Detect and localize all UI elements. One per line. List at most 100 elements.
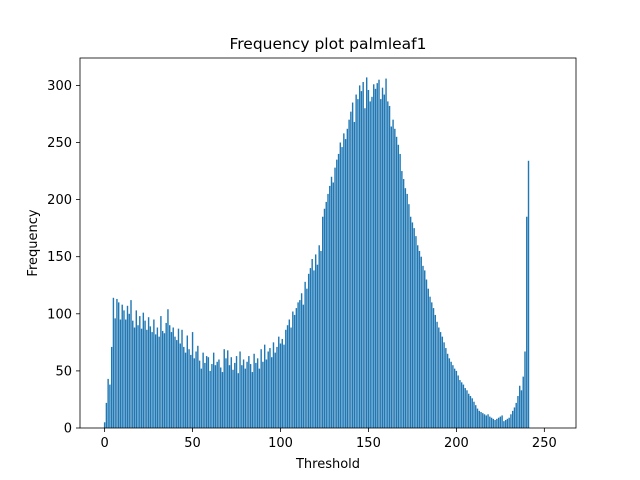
bar: [350, 111, 352, 429]
bar: [367, 89, 370, 428]
bar: [469, 396, 472, 428]
bar: [223, 349, 225, 428]
bar: [527, 160, 530, 428]
bar: [385, 78, 387, 428]
bar: [434, 314, 436, 428]
bar: [188, 349, 190, 428]
bar: [154, 334, 157, 428]
bar: [181, 329, 183, 428]
bar: [441, 336, 444, 428]
bar: [130, 300, 132, 428]
bar: [139, 316, 141, 428]
bar: [468, 393, 470, 428]
bar: [313, 270, 315, 428]
bar: [107, 378, 109, 428]
bar: [475, 405, 477, 428]
bar: [457, 375, 459, 428]
bar: [446, 353, 449, 428]
bar: [256, 358, 259, 428]
bar: [116, 298, 118, 428]
y-tick-label: 250: [47, 136, 72, 151]
bar: [220, 367, 222, 428]
bar: [255, 362, 257, 428]
bar: [302, 304, 305, 428]
bar: [198, 360, 201, 428]
bar: [161, 330, 164, 428]
bar: [318, 245, 320, 428]
bar: [489, 416, 491, 428]
bar: [295, 308, 298, 428]
bar: [392, 119, 394, 429]
bar: [311, 258, 313, 428]
bar: [246, 361, 248, 428]
bar: [336, 159, 338, 428]
bar: [460, 382, 463, 428]
bar: [267, 351, 269, 428]
bar: [112, 297, 115, 428]
x-tick-label: 150: [356, 436, 381, 451]
bar: [147, 317, 150, 428]
bar: [135, 310, 137, 428]
bar: [455, 370, 458, 428]
bar: [179, 343, 181, 428]
bar: [249, 364, 252, 428]
bar: [429, 296, 431, 428]
bar: [244, 368, 247, 428]
bar: [357, 99, 359, 429]
bar: [322, 216, 324, 428]
bar: [258, 368, 261, 428]
plot-frame: [79, 57, 577, 429]
bar: [362, 81, 364, 428]
bar: [105, 402, 108, 428]
bar: [417, 245, 419, 428]
x-tick-label: 200: [444, 436, 469, 451]
bar: [452, 365, 454, 428]
bar: [376, 83, 378, 429]
bar: [415, 236, 417, 428]
bar: [177, 328, 180, 428]
bar: [510, 414, 512, 428]
bar: [142, 312, 145, 428]
bar: [487, 414, 489, 428]
bar: [508, 417, 510, 428]
bar: [432, 308, 435, 428]
bar: [343, 133, 345, 428]
bar: [140, 328, 143, 428]
bar: [436, 321, 438, 428]
bar: [471, 398, 473, 428]
bar: [119, 319, 122, 428]
bar: [517, 396, 519, 428]
bar: [388, 105, 391, 429]
bar: [348, 119, 350, 429]
bar: [262, 361, 264, 428]
bar: [378, 79, 380, 428]
bar: [174, 336, 176, 428]
bar: [381, 87, 384, 428]
bar: [462, 384, 465, 428]
bar: [200, 368, 203, 428]
bar: [476, 408, 479, 428]
bar: [314, 254, 317, 428]
bar: [443, 342, 445, 428]
bar: [464, 388, 466, 428]
bar: [281, 338, 283, 428]
bar: [344, 139, 347, 428]
bar: [227, 350, 229, 428]
bar: [160, 316, 162, 428]
bar: [269, 348, 271, 428]
bar: [158, 336, 160, 428]
bar: [299, 300, 301, 428]
bar: [110, 346, 113, 428]
bar: [242, 359, 245, 428]
bar: [221, 372, 224, 428]
bar: [445, 348, 447, 428]
bar: [397, 144, 400, 429]
bar: [274, 352, 276, 428]
bar: [290, 327, 292, 428]
bar: [146, 329, 148, 428]
bar: [438, 327, 440, 428]
bar: [165, 322, 167, 428]
bar: [193, 358, 196, 428]
bar: [497, 417, 500, 428]
